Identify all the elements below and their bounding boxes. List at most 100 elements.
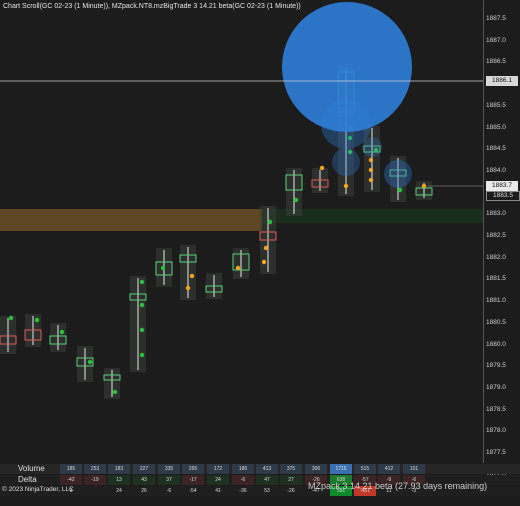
price-tick: 1878.0 [486, 427, 506, 435]
stat-cell: 265 [182, 464, 204, 474]
trade-dot [34, 317, 40, 323]
stat-cell: -17 [182, 475, 204, 485]
trade-dot [373, 147, 379, 153]
price-tick: 1881.0 [486, 297, 506, 305]
candle-body [259, 231, 277, 241]
stat-cell: -6 [232, 475, 254, 485]
watermark-text: MZpack 3.14.21 beta (27.93 days remainin… [308, 481, 488, 491]
trade-dot [235, 265, 241, 271]
trade-dot [343, 183, 349, 189]
stat-cell: -6 [158, 486, 180, 496]
price-tick: 1881.5 [486, 275, 506, 283]
trade-dot [347, 135, 353, 141]
stat-cell: 47 [256, 475, 278, 485]
stat-cell: 185 [60, 464, 82, 474]
stat-cell: -54 [182, 486, 204, 496]
price-tick: 1882.0 [486, 253, 506, 261]
stat-cell: 413 [256, 464, 278, 474]
marker-price-label: 1883.5 [486, 191, 520, 201]
stat-cell: 306 [305, 464, 327, 474]
zone-layer [0, 209, 483, 231]
price-tick: 1877.0 [486, 471, 506, 478]
stat-cell: -47 [305, 486, 327, 496]
stat-cell: 186 [232, 464, 254, 474]
candle-body [24, 329, 42, 341]
trade-dot [368, 157, 374, 163]
trade-dot [189, 273, 195, 279]
chart-title: Chart Scroll(GC 02-23 (1 Minute)), MZpac… [3, 3, 301, 10]
stat-cell: 24 [207, 475, 229, 485]
stat-cell: 101 [403, 464, 425, 474]
trade-dot [421, 183, 427, 189]
stat-cell: 515 [354, 464, 376, 474]
candle-body [205, 285, 223, 293]
trade-dot [319, 165, 325, 171]
trade-dot [87, 359, 93, 365]
stat-cell: -26 [305, 475, 327, 485]
stat-cell: 41 [207, 486, 229, 496]
price-tick: 1887.0 [486, 36, 506, 44]
big-trade-bubble [384, 160, 412, 188]
candle-body [179, 254, 197, 263]
trade-dot [263, 245, 269, 251]
price-tick: 1880.5 [486, 318, 506, 326]
stat-cell: -36 [232, 486, 254, 496]
big-trade-bubble [332, 148, 360, 176]
stat-cell: -3 [403, 486, 425, 496]
trade-dot [368, 167, 374, 173]
trade-dot [139, 352, 145, 358]
stat-cell: 412 [378, 464, 400, 474]
big-trade-bubble [362, 137, 382, 157]
candle-body [389, 169, 407, 177]
candle-body [285, 174, 303, 191]
price-tick: 1879.5 [486, 362, 506, 370]
stat-cell: -19 [84, 475, 106, 485]
stat-cell: 335 [158, 464, 180, 474]
volume-label: Volume [18, 464, 45, 473]
trade-dot [185, 285, 191, 291]
trade-dot [397, 187, 403, 193]
stat-cell: 375 [280, 464, 302, 474]
candle-body [311, 179, 329, 188]
stat-cell: 3 [60, 486, 82, 496]
trade-dot [139, 302, 145, 308]
stat-cell: 24 [108, 486, 130, 496]
candle-body [103, 374, 121, 381]
copyright-text: © 2023 NinjaTrader, LLC [2, 486, 74, 493]
trade-dot [139, 279, 145, 285]
price-tick: 1879.0 [486, 383, 506, 391]
trade-dot [368, 177, 374, 183]
crosshair-price-label: 1886.1 [486, 76, 518, 86]
price-tick: 1880.0 [486, 340, 506, 348]
stat-cell: -451 [354, 486, 376, 496]
price-tick: 1887.5 [486, 15, 506, 22]
trade-dot [59, 329, 65, 335]
trade-dot [139, 327, 145, 333]
stat-cell: 43 [133, 475, 155, 485]
candle-body [363, 145, 381, 153]
trade-dot [347, 149, 353, 155]
stat-cell: 1715 [330, 464, 352, 474]
stat-cell [84, 486, 106, 496]
stat-cell: -57 [354, 475, 376, 485]
price-tick: 1883.0 [486, 210, 506, 218]
price-tick: 1885.0 [486, 123, 506, 131]
price-tick: 1884.0 [486, 166, 506, 174]
stat-cell: 11 [378, 486, 400, 496]
trade-dot [293, 197, 299, 203]
dot-layer [8, 125, 427, 395]
stat-cell: -6 [403, 475, 425, 485]
stat-cell: 183 [108, 464, 130, 474]
big-trade-bubble [282, 2, 412, 132]
delta-label: Delta [18, 475, 37, 484]
stat-cell: 172 [207, 464, 229, 474]
stat-cell: 27 [280, 475, 302, 485]
candle-body [76, 357, 94, 367]
trade-dot [261, 259, 267, 265]
stat-cell: 26 [133, 486, 155, 496]
price-tick: 1886.5 [486, 58, 506, 66]
last-price-label: 1883.7 [486, 181, 518, 191]
stat-cell: 253 [84, 464, 106, 474]
stat-cell: -42 [60, 475, 82, 485]
